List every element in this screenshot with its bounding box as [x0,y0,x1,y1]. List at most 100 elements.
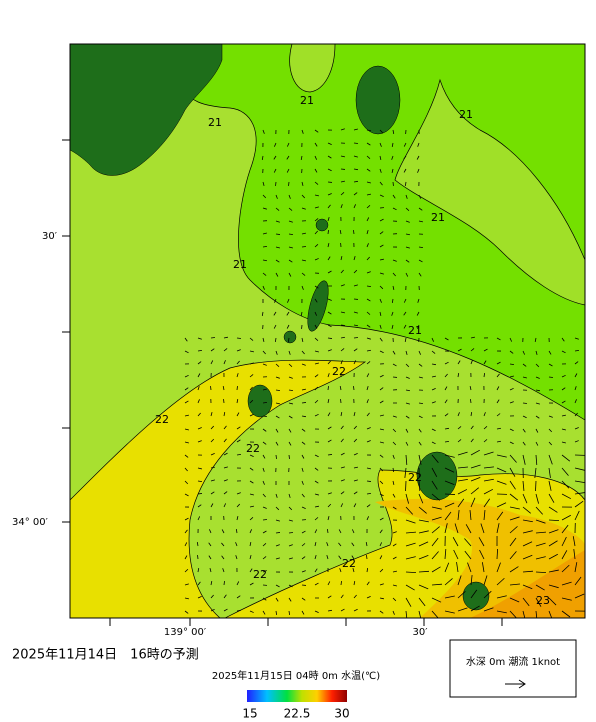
current-arrow [197,337,202,340]
current-arrow [210,438,215,443]
current-arrow [444,361,449,365]
current-arrow [418,480,421,491]
current-arrow [522,428,526,433]
current-arrow [327,360,331,365]
current-arrow [262,556,267,560]
current-arrow [223,466,228,469]
current-arrow [196,541,199,547]
current-arrow [509,551,517,560]
current-arrow [353,324,359,327]
current-arrow [405,376,410,379]
current-arrow [327,528,329,534]
current-arrow [392,129,395,135]
map-frame [69,43,586,619]
current-arrow [405,428,409,433]
current-arrow [327,270,332,274]
current-arrow [470,605,480,612]
current-arrow [548,529,559,534]
current-arrow [496,399,500,404]
current-arrow [405,207,410,212]
current-arrow [249,350,254,353]
current-arrow [236,595,241,599]
current-arrow [379,298,382,303]
current-arrow [301,415,307,418]
current-arrow [478,537,485,547]
current-arrow [327,439,332,443]
current-arrow [301,272,306,276]
current-arrow [273,155,277,160]
current-arrow [444,578,453,586]
current-arrow [366,595,371,599]
current-arrow [249,517,254,521]
current-arrow [301,363,306,366]
current-arrow [274,142,277,147]
current-arrow [236,453,242,456]
current-arrow [184,583,189,586]
current-arrow [184,374,189,378]
current-arrow [467,562,472,573]
current-arrow [403,142,407,147]
current-arrow [184,542,188,547]
current-arrow [223,336,228,339]
current-arrow [366,373,370,378]
current-arrow [301,441,306,445]
legend-text: 水深 0m 潮流 1knot [466,655,560,668]
current-arrow [275,584,280,588]
current-arrow [535,493,539,504]
current-arrow [522,402,528,404]
current-arrow [405,259,410,263]
current-arrow [221,555,225,560]
current-arrow [405,272,409,277]
current-arrow [249,505,254,508]
current-arrow [353,425,357,430]
current-arrow [418,454,422,465]
contour-label: 22 [246,442,260,455]
current-arrow [288,350,291,355]
sea-zone [394,78,585,306]
current-arrow [327,399,330,404]
current-arrow [392,480,395,485]
current-arrow [353,580,356,586]
current-arrow [340,204,343,209]
current-arrow [275,350,278,355]
current-arrow [483,498,491,508]
current-arrow [379,441,384,444]
current-arrow [197,373,201,378]
current-arrow [418,441,422,446]
current-arrow [574,480,585,484]
current-arrow [314,285,319,289]
current-arrow [288,428,292,433]
current-arrow [574,337,579,340]
current-arrow [561,610,571,618]
current-arrow [210,594,214,599]
current-arrow [431,388,436,391]
current-arrow [470,425,474,430]
current-arrow [444,427,450,430]
current-arrow [275,376,280,379]
current-arrow [405,519,416,524]
current-arrow [548,506,558,513]
current-arrow [392,428,397,433]
current-arrow [561,493,572,500]
current-arrow [392,285,395,290]
current-arrow [262,428,267,432]
current-arrow [379,467,383,472]
current-arrow [522,480,525,491]
current-arrow [405,531,416,534]
current-arrow [574,412,578,417]
current-arrow [470,476,481,482]
current-arrow [353,491,358,495]
current-arrow [353,337,359,339]
current-arrow [222,386,225,391]
current-arrow [236,412,240,417]
current-arrow [496,511,504,521]
current-arrow [275,246,280,249]
current-arrow [379,414,384,417]
current-arrow [273,311,277,316]
current-arrow [262,454,266,459]
current-arrow [391,324,394,329]
current-arrow [535,506,544,515]
current-arrow [262,272,267,276]
current-arrow [340,336,346,339]
current-arrow [340,192,345,196]
